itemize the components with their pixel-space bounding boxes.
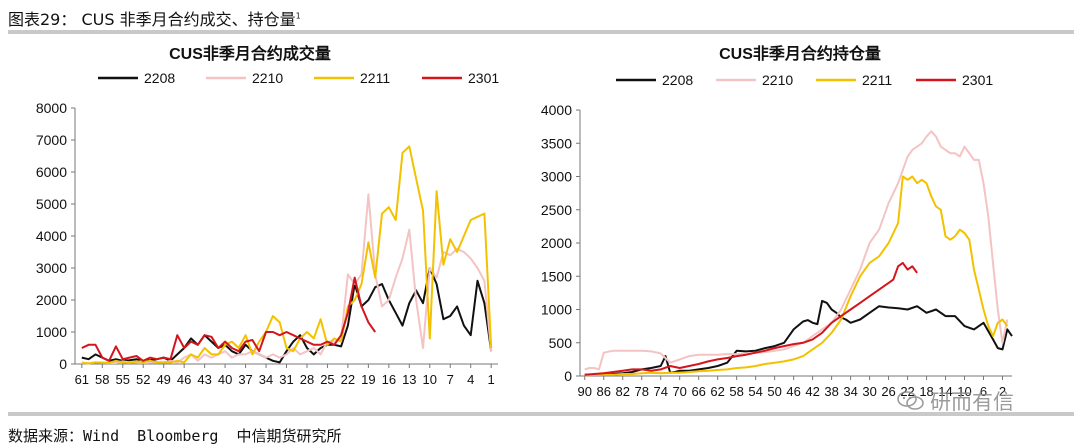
x-tick-label: 30 bbox=[862, 384, 876, 399]
legend-label-2301: 2301 bbox=[962, 72, 993, 88]
y-tick-label: 3500 bbox=[541, 135, 572, 151]
y-tick-label: 3000 bbox=[541, 169, 572, 185]
x-tick-label: 10 bbox=[957, 384, 971, 399]
x-tick-label: 78 bbox=[634, 384, 648, 399]
series-line-2301 bbox=[584, 261, 918, 376]
legend-label-2301: 2301 bbox=[468, 70, 499, 86]
x-tick-label: 18 bbox=[919, 384, 933, 399]
chart-title: CUS非季月合约持仓量 bbox=[719, 44, 881, 63]
series-line-2301 bbox=[81, 276, 377, 362]
figure-title: 图表29： CUS 非季月合约成交、持仓量1 bbox=[8, 6, 301, 30]
series-line-2210 bbox=[584, 130, 1009, 371]
y-tick-label: 2500 bbox=[541, 202, 572, 218]
legend-label-2211: 2211 bbox=[360, 70, 390, 86]
x-tick-label: 10 bbox=[423, 372, 437, 387]
x-tick-label: 52 bbox=[136, 372, 150, 387]
x-tick-label: 66 bbox=[691, 384, 705, 399]
x-tick-label: 61 bbox=[75, 372, 89, 387]
x-tick-label: 46 bbox=[786, 384, 800, 399]
x-tick-label: 50 bbox=[767, 384, 781, 399]
legend-label-2210: 2210 bbox=[762, 72, 793, 88]
legend-label-2208: 2208 bbox=[144, 70, 175, 86]
y-tick-label: 2000 bbox=[36, 292, 67, 308]
x-tick-label: 6 bbox=[980, 384, 987, 399]
y-tick-label: 4000 bbox=[36, 228, 67, 244]
x-tick-label: 49 bbox=[156, 372, 170, 387]
y-tick-label: 0 bbox=[59, 356, 67, 372]
x-tick-label: 19 bbox=[361, 372, 375, 387]
x-tick-label: 34 bbox=[843, 384, 857, 399]
series-line-2211 bbox=[81, 145, 493, 365]
watermark: 研而有信 bbox=[896, 386, 1014, 416]
source-note: 数据来源：Wind Bloomberg 中信期货研究所 bbox=[8, 427, 342, 445]
x-tick-label: 82 bbox=[615, 384, 629, 399]
y-tick-label: 8000 bbox=[36, 100, 67, 116]
x-tick-label: 74 bbox=[653, 384, 667, 399]
x-tick-label: 40 bbox=[218, 372, 232, 387]
x-tick-label: 42 bbox=[805, 384, 819, 399]
y-tick-label: 3000 bbox=[36, 260, 67, 276]
figure-title-text: 图表29： CUS 非季月合约成交、持仓量 bbox=[8, 10, 296, 29]
x-tick-label: 25 bbox=[320, 372, 334, 387]
y-tick-label: 500 bbox=[549, 335, 573, 351]
x-tick-label: 38 bbox=[824, 384, 838, 399]
x-tick-label: 62 bbox=[710, 384, 724, 399]
watermark-text: 研而有信 bbox=[930, 390, 1014, 414]
x-tick-label: 4 bbox=[467, 372, 474, 387]
y-tick-label: 1000 bbox=[36, 324, 67, 340]
x-tick-label: 90 bbox=[578, 384, 592, 399]
x-tick-label: 58 bbox=[95, 372, 109, 387]
x-tick-label: 26 bbox=[881, 384, 895, 399]
x-tick-label: 22 bbox=[341, 372, 355, 387]
x-tick-label: 13 bbox=[402, 372, 416, 387]
chart-title: CUS非季月合约成交量 bbox=[169, 44, 331, 63]
x-tick-label: 54 bbox=[748, 384, 762, 399]
y-tick-label: 7000 bbox=[36, 132, 67, 148]
y-tick-label: 6000 bbox=[36, 164, 67, 180]
legend-label-2210: 2210 bbox=[252, 70, 283, 86]
series-line-2210 bbox=[81, 193, 493, 365]
bottom-divider bbox=[8, 412, 1074, 416]
x-tick-label: 34 bbox=[259, 372, 273, 387]
y-tick-label: 0 bbox=[564, 368, 572, 384]
x-tick-label: 1 bbox=[488, 372, 495, 387]
x-tick-label: 16 bbox=[382, 372, 396, 387]
legend-label-2211: 2211 bbox=[862, 72, 892, 88]
x-tick-label: 58 bbox=[729, 384, 743, 399]
series-line-2211 bbox=[584, 175, 1009, 377]
series-line-2208 bbox=[584, 299, 1013, 376]
y-tick-label: 1500 bbox=[541, 268, 572, 284]
x-tick-label: 43 bbox=[197, 372, 211, 387]
x-tick-label: 14 bbox=[938, 384, 952, 399]
y-tick-label: 5000 bbox=[36, 196, 67, 212]
x-tick-label: 28 bbox=[300, 372, 314, 387]
y-tick-label: 4000 bbox=[541, 102, 572, 118]
x-tick-label: 86 bbox=[597, 384, 611, 399]
wechat-icon bbox=[897, 391, 924, 410]
x-tick-label: 37 bbox=[238, 372, 252, 387]
x-tick-label: 46 bbox=[177, 372, 191, 387]
x-tick-label: 55 bbox=[116, 372, 130, 387]
x-tick-label: 7 bbox=[447, 372, 454, 387]
x-tick-label: 2 bbox=[999, 384, 1006, 399]
top-divider bbox=[8, 30, 1074, 34]
x-tick-label: 31 bbox=[279, 372, 293, 387]
legend-label-2208: 2208 bbox=[662, 72, 693, 88]
footnote-mark: 1 bbox=[295, 11, 301, 21]
x-tick-label: 70 bbox=[672, 384, 686, 399]
y-tick-label: 1000 bbox=[541, 302, 572, 318]
y-tick-label: 2000 bbox=[541, 235, 572, 251]
